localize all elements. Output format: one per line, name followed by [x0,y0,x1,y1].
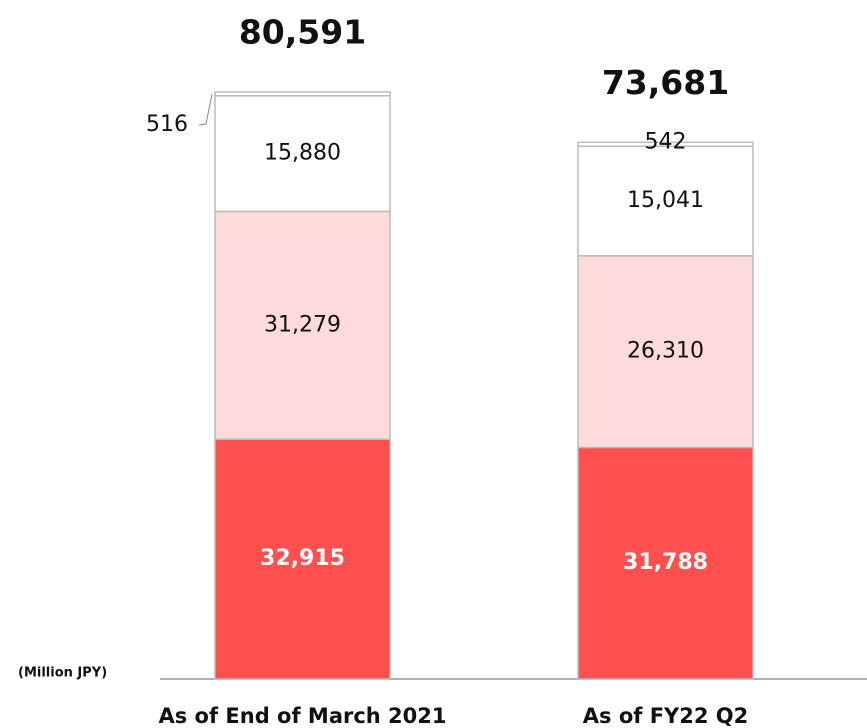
value-label: 31,279 [264,312,341,337]
x-tick-label: As of End of March 2021 [158,704,446,728]
bar-segment [577,255,754,449]
value-label: 31,788 [623,550,708,575]
bar-segment [214,210,391,441]
bar-segment [577,141,754,148]
x-tick-label: As of FY22 Q2 [583,704,749,728]
bar-segment [214,438,391,680]
unit-label: (Million JPY) [18,666,107,681]
leader-line [198,93,213,126]
value-label: 26,310 [627,339,704,364]
value-label: 32,915 [260,546,345,571]
value-label: 15,041 [627,188,704,213]
total-label: 80,591 [239,13,366,52]
bar-segment [577,145,754,257]
value-label: 15,880 [264,141,341,166]
value-label: 542 [645,129,687,154]
total-label: 73,681 [602,63,729,102]
value-label: 516 [146,112,188,137]
bar-segment [214,91,391,97]
bar-segment [577,446,754,680]
